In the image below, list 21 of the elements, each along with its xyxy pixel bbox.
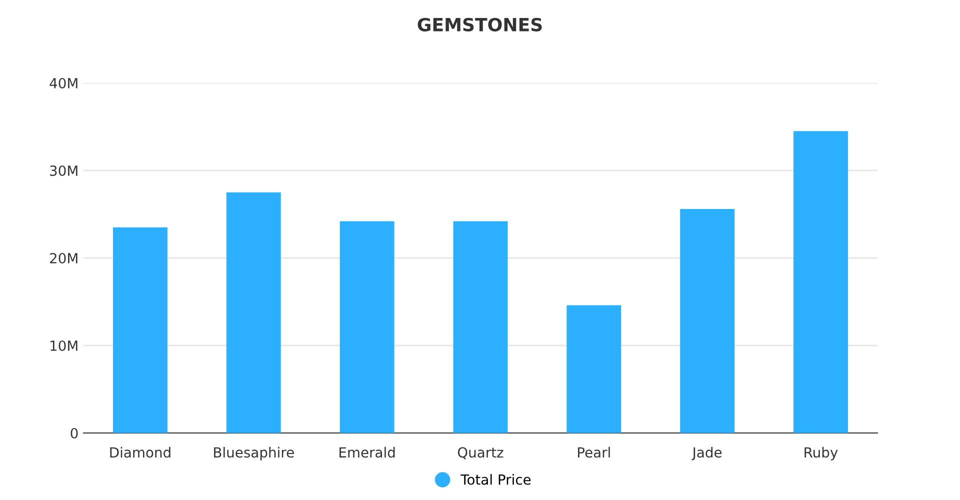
- x-tick-label: Emerald: [340, 446, 395, 458]
- y-tick-label: 10M: [50, 340, 78, 351]
- x-tick-label: Ruby: [804, 446, 838, 460]
- bar: [794, 131, 848, 433]
- x-tick-label: Pearl: [578, 446, 610, 458]
- bar: [340, 221, 394, 433]
- bar: [680, 209, 735, 433]
- y-tick-label: 40M: [50, 78, 78, 88]
- x-tick-label: Diamond: [110, 446, 170, 458]
- bar: [566, 305, 622, 433]
- y-tick-label: 20M: [50, 252, 78, 264]
- bar: [226, 192, 281, 433]
- x-tick-label: Jade: [692, 446, 722, 460]
- bar: [113, 227, 168, 433]
- x-tick-label: Quartz: [458, 447, 504, 460]
- x-tick-label: Bluesaphire: [214, 446, 294, 460]
- y-tick-label: 30M: [50, 165, 78, 176]
- chart-title: GEMSTONES: [418, 18, 542, 32]
- bar: [453, 221, 508, 433]
- y-tick-label: 0: [70, 428, 78, 438]
- legend-label: Total Price: [460, 474, 531, 485]
